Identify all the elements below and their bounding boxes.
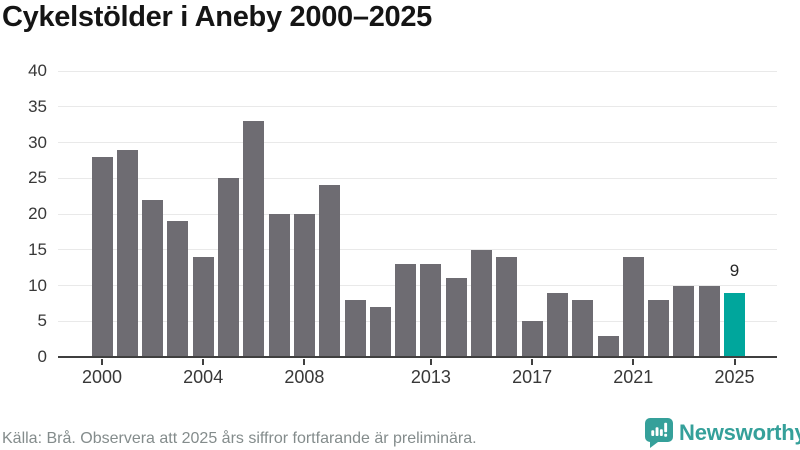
x-axis-tick xyxy=(101,359,103,365)
source-note: Källa: Brå. Observera att 2025 års siffr… xyxy=(2,430,477,447)
bar-2006 xyxy=(243,121,265,357)
gridline-y-30 xyxy=(58,142,777,143)
bar-2008 xyxy=(293,214,315,357)
bar-2002 xyxy=(142,199,164,357)
newsworthy-bubble-icon xyxy=(645,418,673,448)
bar-2019 xyxy=(572,299,594,357)
x-axis-label-2004: 2004 xyxy=(183,367,224,387)
bar-2017 xyxy=(521,321,543,357)
x-axis-label-2000: 2000 xyxy=(81,367,123,387)
y-axis-label: 35 xyxy=(28,96,47,116)
x-axis-tick xyxy=(733,359,736,365)
x-axis-tick xyxy=(429,359,432,365)
gridline-y-15 xyxy=(58,249,777,251)
x-axis-tick xyxy=(531,359,534,365)
bar-2009 xyxy=(319,185,341,357)
x-axis-tick xyxy=(303,359,306,365)
gridline-y-20 xyxy=(58,213,777,215)
y-axis-label: 20 xyxy=(28,204,47,223)
gridline-y-40 xyxy=(58,70,777,72)
y-axis-label: 30 xyxy=(28,132,47,152)
bar-2023 xyxy=(673,285,695,357)
y-axis-label: 40 xyxy=(28,61,47,80)
bar-2000 xyxy=(91,156,113,357)
x-axis-label-2021: 2021 xyxy=(613,367,654,387)
x-axis-tick xyxy=(202,359,205,365)
x-axis-label-2008: 2008 xyxy=(284,367,325,387)
y-axis-label: 5 xyxy=(37,311,47,331)
gridline-y-25 xyxy=(58,177,777,179)
y-axis-label: 10 xyxy=(28,275,47,295)
bar-2013 xyxy=(420,264,442,357)
newsworthy-logo: Newsworthy xyxy=(645,418,800,448)
bar-2010 xyxy=(344,299,366,357)
bar-2020 xyxy=(597,335,619,357)
bar-2016 xyxy=(496,256,518,357)
bar-2004 xyxy=(192,256,214,357)
bar-2014 xyxy=(445,278,467,357)
bar-2012 xyxy=(395,264,417,357)
x-axis-label-2013: 2013 xyxy=(410,367,451,387)
gridline-y-5 xyxy=(58,320,777,322)
bar-2025 xyxy=(724,292,745,357)
gridline-y-35 xyxy=(58,106,777,108)
bar-2005 xyxy=(218,178,239,357)
x-axis-line xyxy=(58,356,777,358)
bar-2011 xyxy=(369,306,391,357)
bar-2001 xyxy=(116,149,138,357)
x-axis-label-2025: 2025 xyxy=(714,367,755,387)
y-axis-label: 25 xyxy=(28,168,47,188)
gridline-y-10 xyxy=(58,285,777,286)
x-axis-label-2017: 2017 xyxy=(512,367,553,387)
bar-2022 xyxy=(648,299,670,357)
bar-2015 xyxy=(471,249,492,357)
x-axis-tick xyxy=(632,359,635,365)
bar-2018 xyxy=(546,292,568,357)
bar-2007 xyxy=(268,214,290,357)
bar-2021 xyxy=(622,256,644,357)
chart-title: Cykelstölder i Aneby 2000–2025 xyxy=(2,1,433,33)
y-axis-label: 15 xyxy=(28,239,47,259)
newsworthy-wordmark: Newsworthy xyxy=(679,420,800,445)
bar-2024 xyxy=(698,285,720,357)
y-axis-label: 0 xyxy=(37,347,47,366)
bar-value-label: 9 xyxy=(729,260,740,280)
bar-2003 xyxy=(167,221,189,357)
